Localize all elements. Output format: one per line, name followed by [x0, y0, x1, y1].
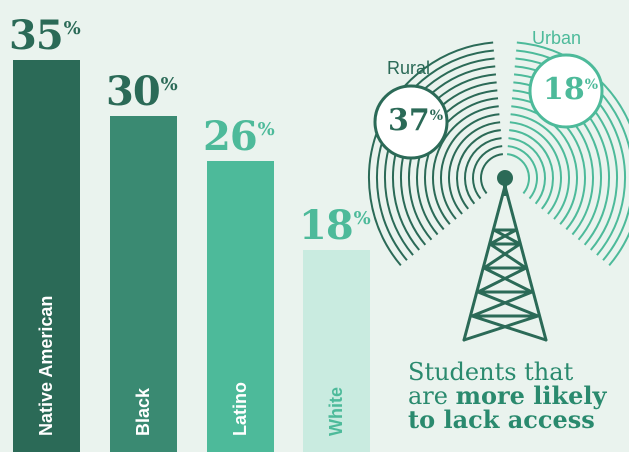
- bar-label-latino: Latino: [229, 382, 250, 436]
- caption-line-2: are more likely: [408, 381, 607, 410]
- bar-native-american: [13, 60, 80, 452]
- rural-bubble: [373, 84, 449, 160]
- bar-white: [303, 250, 370, 452]
- rural-label: Rural: [387, 58, 431, 78]
- rural-value: 37%: [388, 103, 444, 138]
- caption: Students that are more likely to lack ac…: [408, 360, 628, 432]
- value-white: 18%: [299, 202, 371, 250]
- caption-line-1: Students that: [408, 358, 574, 386]
- bar-label-white: White: [325, 387, 346, 436]
- urban-bubble: [528, 53, 604, 129]
- urban-value: 18%: [543, 72, 599, 107]
- bar-label-black: Black: [132, 387, 153, 436]
- bar-latino: [207, 160, 274, 452]
- value-native-american: 35%: [9, 12, 81, 59]
- caption-line-3: to lack access: [408, 405, 595, 434]
- bar-black: [110, 116, 177, 452]
- urban-label: Urban: [532, 28, 582, 48]
- bar-label-native-american: Native American: [35, 295, 56, 436]
- value-black: 30%: [106, 68, 178, 115]
- value-latino: 26%: [203, 112, 275, 160]
